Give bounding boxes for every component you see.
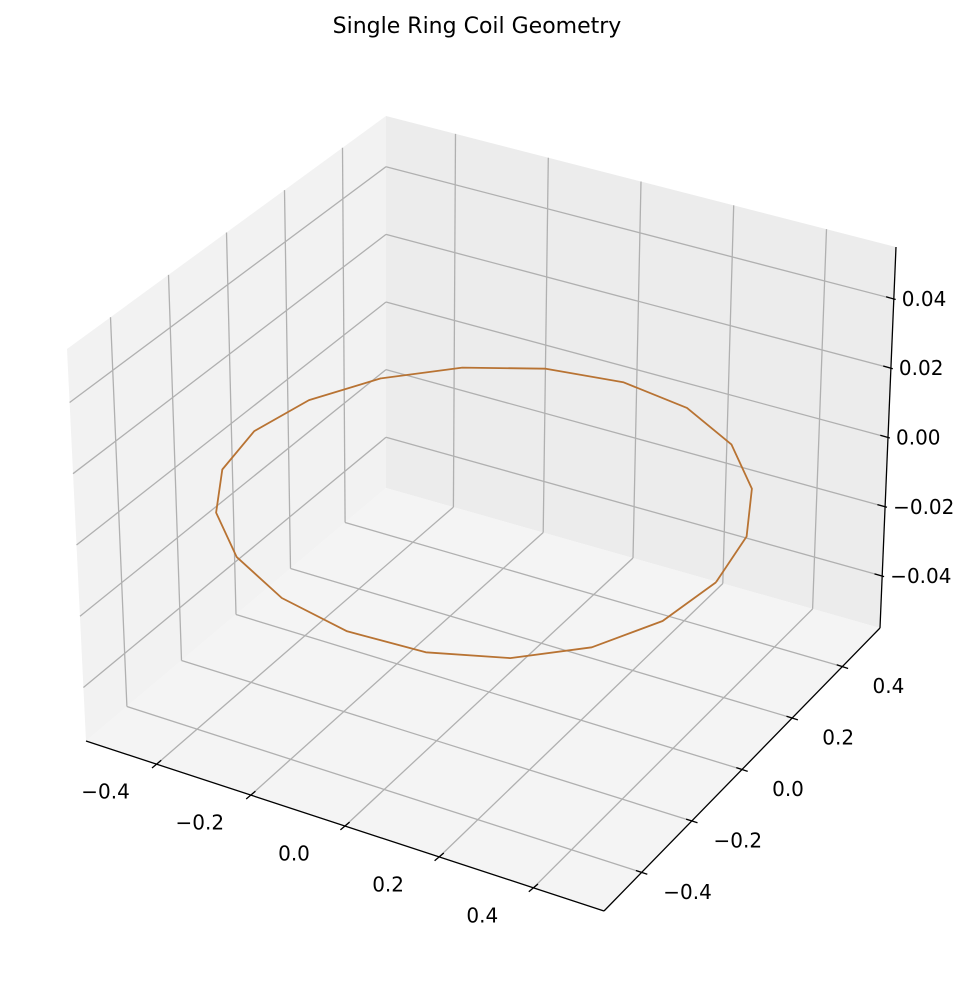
grid-line-y-floor: [235, 613, 743, 771]
grid-line-z-back: [385, 301, 889, 439]
y-tick-label: 0.0: [772, 777, 804, 801]
x-tick-label: 0.2: [372, 872, 404, 896]
chart-panes: [67, 116, 896, 911]
y-tick-mark: [635, 869, 648, 875]
z-tick-label: 0.04: [902, 287, 947, 311]
y-tick-label: −0.2: [714, 828, 763, 852]
pane-back-wall: [386, 116, 896, 628]
pane-left-wall: [67, 116, 386, 741]
x-tick-mark: [245, 790, 256, 800]
grid-line-z-left: [82, 436, 387, 689]
x-tick-mark: [151, 759, 162, 769]
chart-title: Single Ring Coil Geometry: [333, 14, 622, 39]
pane-floor: [86, 488, 880, 911]
grid-line-z-back: [385, 233, 892, 369]
x-tick-mark: [339, 821, 351, 831]
grid-line-z-left: [69, 166, 387, 404]
grid-line-z-back: [385, 436, 883, 577]
y-tick-mark: [836, 664, 849, 670]
grid-line-z-back: [385, 166, 894, 300]
z-tick-label: 0.00: [896, 426, 941, 450]
x-tick-label: −0.4: [81, 780, 130, 804]
grid-line-z-left: [76, 301, 387, 546]
x-tick-label: 0.4: [466, 903, 498, 927]
grid-line-z-left: [72, 233, 387, 475]
z-tick-mark: [880, 434, 891, 439]
z-tick-mark: [874, 573, 885, 578]
grid-line-z-back: [385, 368, 886, 508]
x-tick-label: −0.2: [176, 811, 225, 835]
x-tick-mark: [528, 883, 539, 893]
z-tick-label: 0.02: [899, 356, 944, 380]
z-tick-mark: [885, 296, 896, 301]
grid-line-y-floor: [126, 705, 642, 874]
y-tick-mark: [685, 818, 698, 824]
y-tick-mark: [736, 766, 748, 773]
z-tick-label: −0.02: [893, 495, 954, 519]
x-tick-mark: [434, 852, 445, 862]
chart-series: [215, 366, 753, 659]
grid-line-z-left: [79, 369, 387, 617]
grid-line-y-floor: [344, 521, 843, 668]
grid-line-y-floor: [290, 567, 793, 719]
chart-grid: [69, 133, 894, 889]
y-tick-label: 0.4: [872, 674, 904, 698]
coil-ring-line: [215, 366, 753, 659]
z-tick-label: −0.04: [890, 564, 951, 588]
x-tick-label: 0.0: [278, 842, 310, 866]
z-tick-mark: [877, 503, 888, 508]
y-tick-mark: [786, 715, 799, 721]
y-tick-label: −0.4: [663, 880, 712, 904]
chart-ticks: −0.4 −0.2 0.0 0.2 0.4 −0.4 −0.2 0.0 0.2 0.4 −0.04 −…: [81, 287, 954, 927]
z-tick-mark: [883, 365, 893, 370]
grid-line-y-floor: [181, 659, 692, 822]
y-tick-label: 0.2: [822, 726, 854, 750]
